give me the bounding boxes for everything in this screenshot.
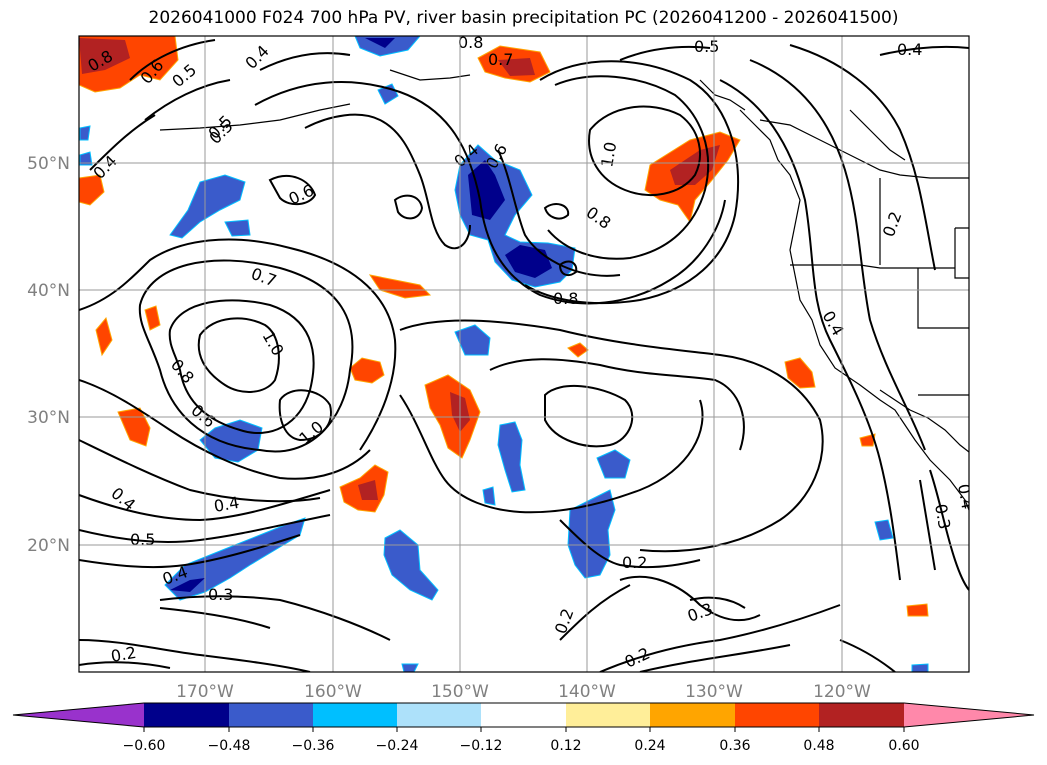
colorbar-extend-high bbox=[904, 703, 1034, 727]
graticule bbox=[79, 36, 969, 672]
colorbar-segment bbox=[735, 703, 819, 727]
map-title: 2026041000 F024 700 hPa PV, river basin … bbox=[148, 8, 899, 28]
colorbar-segment bbox=[819, 703, 904, 727]
colorbar-tick-label: −0.60 bbox=[123, 738, 166, 754]
colorbar-tick-label: −0.12 bbox=[460, 738, 503, 754]
contour-label: 0.8 bbox=[458, 33, 483, 52]
lat-label: 20°N bbox=[27, 536, 70, 556]
colorbar-tick-label: 0.12 bbox=[550, 738, 581, 754]
contour-label: 0.2 bbox=[109, 643, 137, 666]
contour-label: 0.4 bbox=[897, 40, 922, 59]
colorbar-segment bbox=[397, 703, 481, 727]
contour-label: 0.3 bbox=[208, 585, 233, 604]
colorbar-tick-label: 0.36 bbox=[719, 738, 750, 754]
colorbar-segment bbox=[313, 703, 397, 727]
colorbar-tick-label: −0.36 bbox=[292, 738, 335, 754]
colorbar-segment bbox=[650, 703, 735, 727]
contour-label: 0.4 bbox=[212, 493, 240, 516]
contour-label: 0.8 bbox=[553, 289, 578, 308]
lat-label: 30°N bbox=[27, 408, 70, 428]
contour-label: 1.0 bbox=[597, 140, 620, 168]
colorbar-segment bbox=[566, 703, 650, 727]
lat-axis: 50°N 40°N 30°N 20°N bbox=[27, 154, 70, 556]
contour-label: 0.5 bbox=[694, 37, 719, 56]
contour-label: 0.5 bbox=[130, 530, 155, 549]
colorbar-segment bbox=[144, 703, 229, 727]
lat-label: 50°N bbox=[27, 154, 70, 174]
lon-label: 170°W bbox=[176, 682, 234, 702]
pv-contours bbox=[79, 39, 969, 672]
colorbar-segment bbox=[481, 703, 566, 727]
lon-label: 140°W bbox=[558, 682, 616, 702]
contour-label: 0.4 bbox=[954, 482, 977, 510]
colorbar: −0.60 −0.48 −0.36 −0.24 −0.12 0.12 0.24 … bbox=[12, 702, 1035, 754]
lon-axis: 170°W 160°W 150°W 140°W 130°W 120°W bbox=[176, 682, 871, 702]
colorbar-tick-label: 0.60 bbox=[888, 738, 919, 754]
colorbar-tick-label: −0.24 bbox=[376, 738, 419, 754]
lat-label: 40°N bbox=[27, 281, 70, 301]
lon-label: 150°W bbox=[431, 682, 489, 702]
lon-label: 130°W bbox=[685, 682, 743, 702]
lon-label: 120°W bbox=[813, 682, 871, 702]
coastlines bbox=[159, 69, 969, 511]
precip-shading bbox=[79, 36, 929, 672]
colorbar-tick-label: 0.24 bbox=[634, 738, 665, 754]
colorbar-tick-label: 0.48 bbox=[803, 738, 834, 754]
contour-label: 0.3 bbox=[931, 502, 954, 530]
lon-label: 160°W bbox=[304, 682, 362, 702]
colorbar-extend-low bbox=[13, 703, 144, 727]
contour-label: 0.7 bbox=[488, 50, 513, 69]
contour-label: 0.2 bbox=[622, 553, 647, 572]
colorbar-segment bbox=[229, 703, 313, 727]
map-frame bbox=[78, 35, 970, 673]
colorbar-tick-label: −0.48 bbox=[208, 738, 251, 754]
